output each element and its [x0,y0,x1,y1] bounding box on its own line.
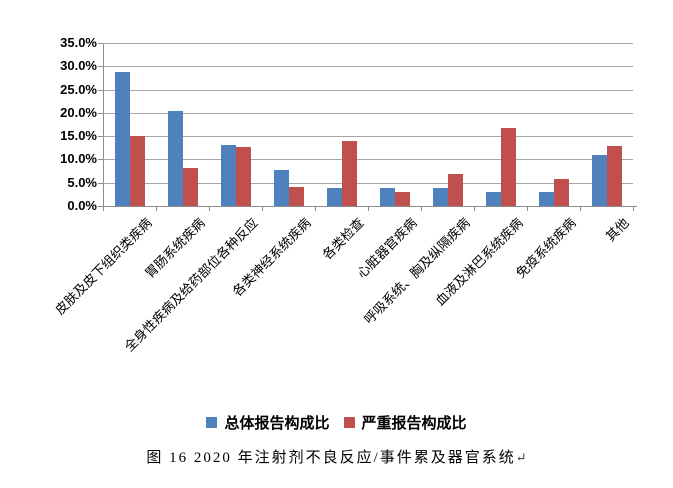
x-axis-category-label: 皮肤及皮下组织类疾病 [51,215,155,318]
bar-serious [341,141,357,206]
gridline [103,136,633,138]
bar-total [167,110,183,206]
gridline [103,66,633,68]
x-axis-tick [156,207,157,211]
gridline [103,112,633,114]
bar-total [114,72,130,206]
legend-swatch [206,417,218,428]
y-axis-tick [98,159,103,161]
x-axis-line [99,206,637,207]
x-axis-tick [527,207,528,211]
gridline [103,89,633,91]
chart-legend: 总体报告构成比 严重报告构成比 [0,412,673,433]
y-axis-tick [98,136,103,138]
y-axis-tick-label: 35.0% [60,35,97,50]
paragraph-return-mark: ↵ [515,450,527,465]
x-axis-tick [474,207,475,211]
legend-label: 严重报告构成比 [361,416,467,432]
bar-total [538,191,554,206]
legend-swatch [343,417,355,428]
y-axis-tick [98,66,103,68]
y-axis-tick [98,206,103,207]
x-axis-tick [209,207,210,211]
bar-serious [129,136,145,206]
x-axis-category-label: 其他 [602,215,632,245]
gridline [103,159,633,161]
bar-serious [606,145,622,206]
y-axis-tick-label: 10.0% [60,151,97,167]
legend-item: 严重报告构成比 [343,412,467,433]
bar-serious [288,186,304,206]
y-axis-tick-label: 20.0% [60,104,97,120]
bar-serious [500,127,516,206]
gridline [103,182,633,184]
legend-label: 总体报告构成比 [224,416,330,432]
bar-total [220,145,236,206]
y-axis-tick [98,43,103,44]
y-axis-tick-label: 25.0% [60,81,97,97]
y-axis-line [103,43,104,207]
x-axis-tick [633,207,634,211]
bar-serious [235,146,251,206]
x-axis-tick [580,207,581,211]
y-axis-tick-label: 15.0% [60,128,97,144]
bar-serious [553,179,569,206]
legend-item: 总体报告构成比 [206,412,330,433]
figure-caption: 图 16 2020 年注射剂不良反应/事件累及器官系统↵ [0,446,673,467]
bar-serious [447,174,463,206]
bar-total [273,169,289,206]
plot-area [103,43,633,206]
x-axis-tick [262,207,263,211]
bar-serious [182,168,198,206]
x-axis-tick [103,207,104,211]
bar-total [591,154,607,206]
x-axis-tick [421,207,422,211]
y-axis-tick [98,182,103,184]
y-axis-tick-label: 30.0% [60,58,97,74]
bar-total [485,192,501,206]
x-axis-tick [315,207,316,211]
gridline [103,43,633,44]
y-axis-tick-label: 0.0% [67,198,97,213]
y-axis-tick-label: 5.0% [67,174,97,190]
y-axis-tick [98,112,103,114]
bar-total [326,188,342,206]
bar-total [379,188,395,206]
x-axis-category-label: 各类检查 [318,215,367,263]
caption-text: 图 16 2020 年注射剂不良反应/事件累及器官系统 [146,450,516,466]
bar-serious [394,191,410,206]
x-axis-tick [368,207,369,211]
bar-total [432,188,448,206]
y-axis-tick [98,89,103,91]
